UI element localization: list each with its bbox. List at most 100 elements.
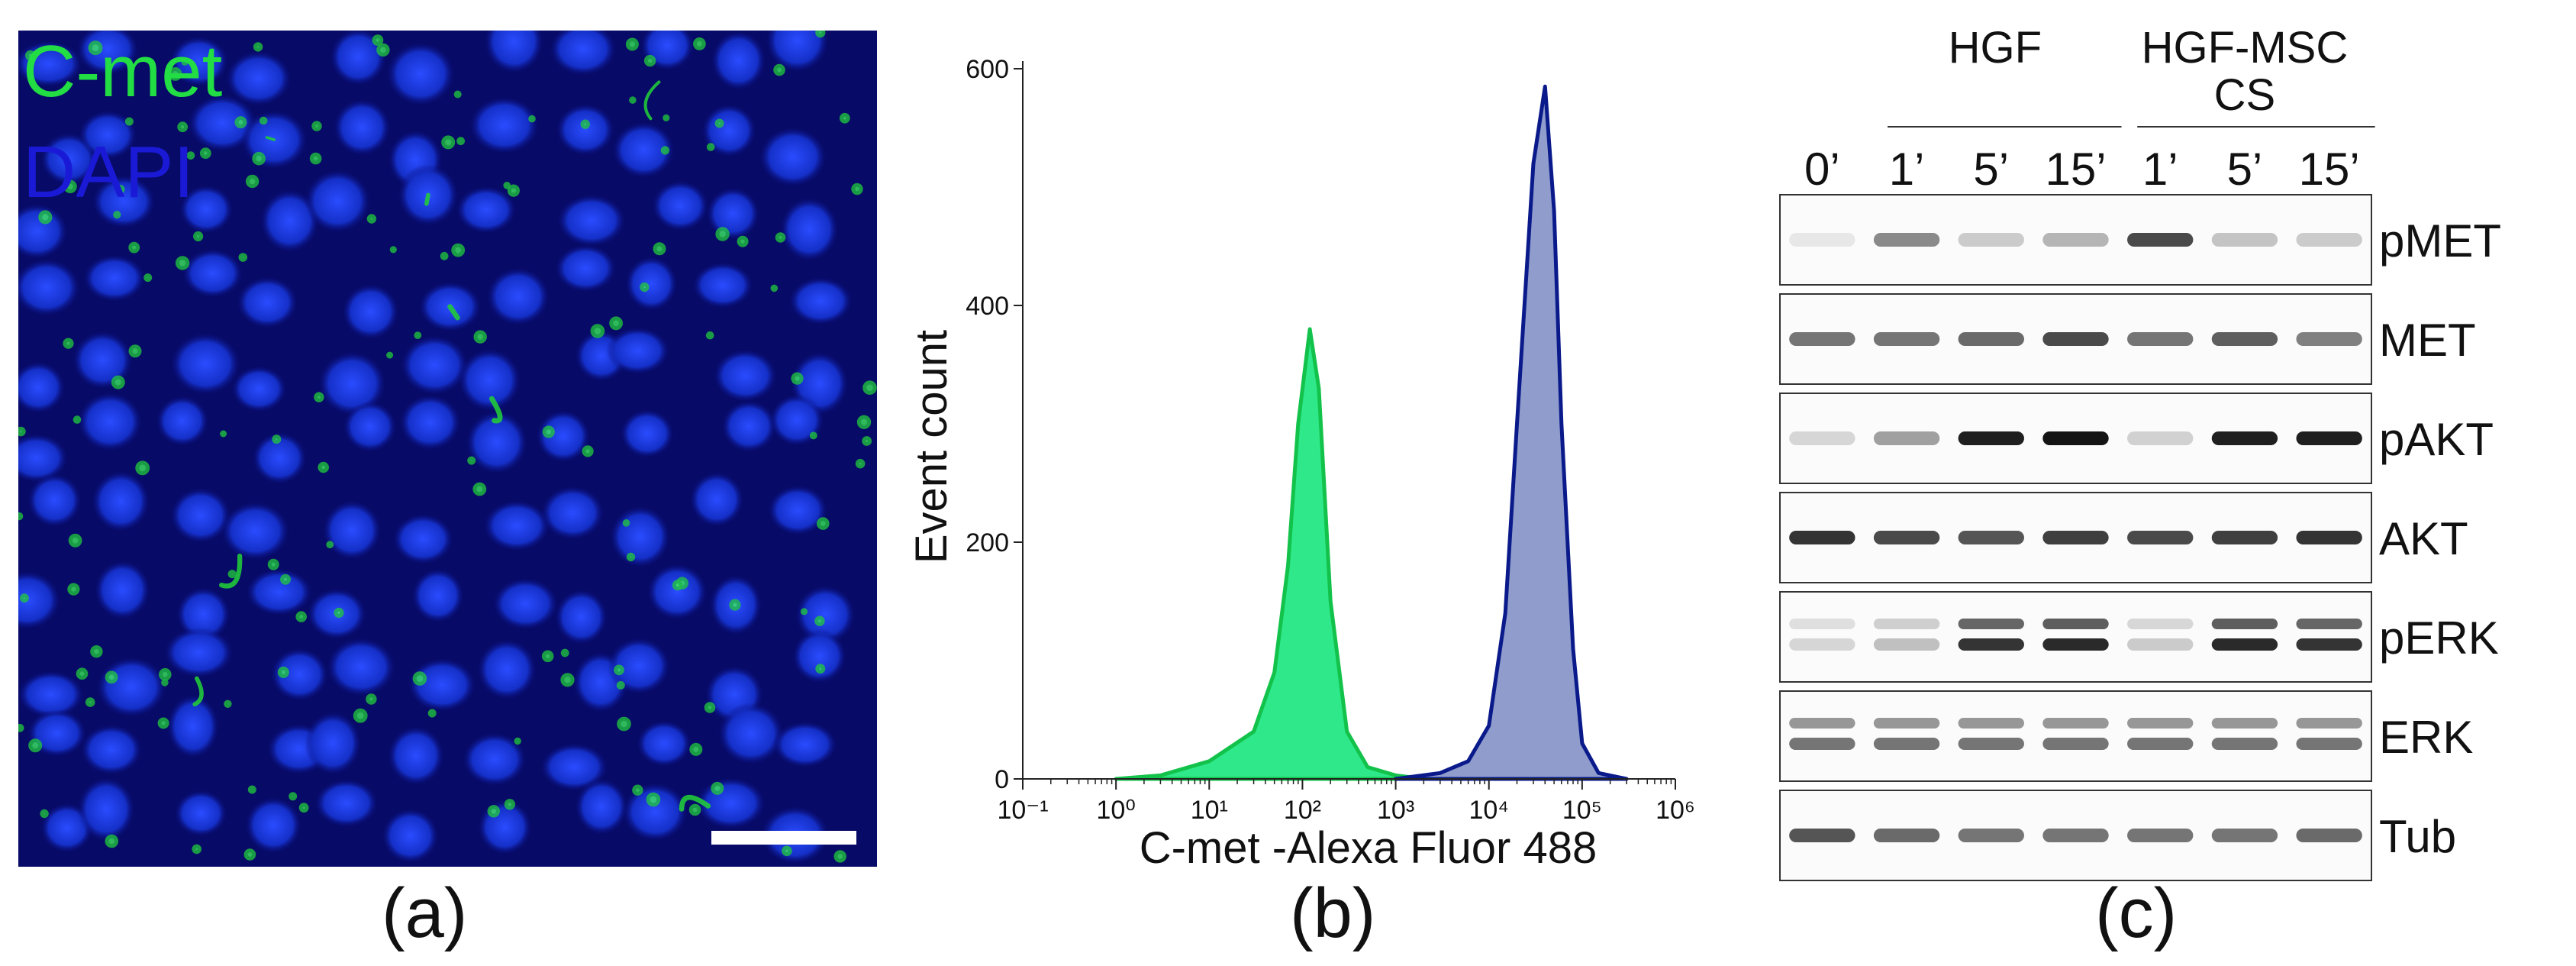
blot-band — [1958, 531, 2024, 544]
panel-c-label: (c) — [2095, 874, 2178, 952]
blot-label: pERK — [2379, 612, 2499, 664]
nucleus — [458, 348, 521, 412]
blot-band — [1789, 718, 1855, 729]
blot-band — [2296, 638, 2362, 651]
blot-band — [2211, 619, 2278, 629]
nucleus — [706, 187, 759, 240]
blot-band — [1789, 738, 1855, 750]
x-axis-label: C-met -Alexa Fluor 488 — [1140, 823, 1598, 873]
blot-band — [2296, 531, 2362, 544]
nucleus — [334, 99, 391, 156]
blot-band — [2042, 738, 2109, 750]
nucleus — [557, 194, 626, 247]
nucleus — [646, 564, 708, 620]
lane-label: 5’ — [2227, 144, 2263, 195]
nucleus — [156, 396, 209, 447]
nucleus — [772, 721, 837, 768]
nucleus — [484, 31, 543, 73]
nucleus — [606, 327, 669, 375]
blot-label: Tub — [2379, 811, 2456, 862]
membrane-network — [18, 31, 877, 863]
nucleus — [80, 724, 143, 775]
micrograph-image — [18, 31, 877, 864]
nucleus — [478, 800, 532, 855]
nucleus — [612, 121, 675, 179]
blot-band — [2211, 829, 2278, 842]
blot-band — [2042, 638, 2109, 651]
nucleus — [401, 335, 469, 396]
nucleus — [252, 431, 307, 484]
blot-band — [2211, 233, 2278, 247]
nucleus — [711, 31, 766, 90]
blot-label: pMET — [2379, 215, 2501, 267]
nucleus — [305, 711, 361, 775]
nucleus — [622, 783, 688, 842]
nucleus — [477, 639, 537, 700]
nucleus — [492, 577, 559, 630]
blot-band — [1789, 233, 1855, 247]
nucleus — [392, 513, 453, 564]
micrograph-panel: C-met DAPI — [18, 31, 877, 867]
nucleus — [575, 778, 628, 835]
panel-a-label: (a) — [382, 874, 468, 952]
blot-band — [1873, 718, 1940, 729]
nucleus — [388, 725, 444, 786]
nucleus — [788, 277, 853, 325]
nucleus — [717, 703, 784, 765]
nucleus — [466, 411, 528, 474]
nucleus — [18, 259, 80, 316]
blot-band — [2296, 829, 2362, 842]
blot-band — [2127, 233, 2194, 247]
blot-band — [2127, 531, 2194, 544]
nucleus — [399, 394, 461, 451]
lane-label: 1’ — [2142, 144, 2178, 195]
x-tick-label: 10⁰ — [1096, 796, 1135, 825]
nucleus — [620, 409, 674, 458]
nucleus — [780, 197, 839, 261]
nucleus — [260, 189, 319, 253]
blot-band — [2127, 638, 2194, 651]
group-label-hgf-msc: HGF-MSC CS — [2142, 23, 2349, 120]
nucleus — [382, 808, 439, 864]
nucleus — [608, 638, 670, 695]
nucleus — [225, 50, 292, 106]
nucleus — [318, 351, 386, 416]
lane-label: 15’ — [2045, 144, 2106, 195]
blot-band — [1958, 738, 2024, 750]
blot-strip — [1779, 690, 2372, 782]
nucleus — [322, 500, 382, 561]
nucleus — [713, 349, 778, 402]
x-tick-label: 10⁻¹ — [997, 796, 1048, 825]
blot-band — [1789, 531, 1855, 544]
blot-band — [2042, 619, 2109, 629]
y-axis-label: Event count — [908, 330, 956, 564]
nucleus — [79, 110, 137, 160]
nucleus — [77, 777, 135, 842]
blot-label: pAKT — [2379, 414, 2494, 465]
blot-band — [1789, 619, 1855, 629]
blot-band — [2127, 738, 2194, 750]
lane-label: 1’ — [1889, 144, 1925, 195]
blot-band — [1789, 829, 1855, 842]
nucleus — [27, 709, 87, 758]
blot-band — [2042, 829, 2109, 842]
blot-band — [1873, 738, 1940, 750]
dapi-legend-label: DAPI — [23, 131, 195, 213]
blot-band — [2127, 332, 2194, 346]
nucleus — [221, 502, 290, 561]
nucleus — [411, 568, 464, 623]
blot-band — [1958, 829, 2024, 842]
nucleus — [610, 506, 671, 568]
nucleus — [792, 628, 846, 683]
blot-label: ERK — [2379, 712, 2473, 763]
nucleus — [77, 392, 143, 451]
blot-band — [2127, 829, 2194, 842]
nucleus — [766, 31, 829, 73]
group-label-hgf: HGF — [1949, 23, 2042, 73]
blot-band — [2296, 332, 2362, 346]
nucleus — [463, 732, 527, 787]
y-tick-label: 600 — [966, 55, 1009, 84]
nucleus — [245, 796, 301, 854]
blot-band — [1873, 619, 1940, 629]
blot-band — [2211, 738, 2278, 750]
